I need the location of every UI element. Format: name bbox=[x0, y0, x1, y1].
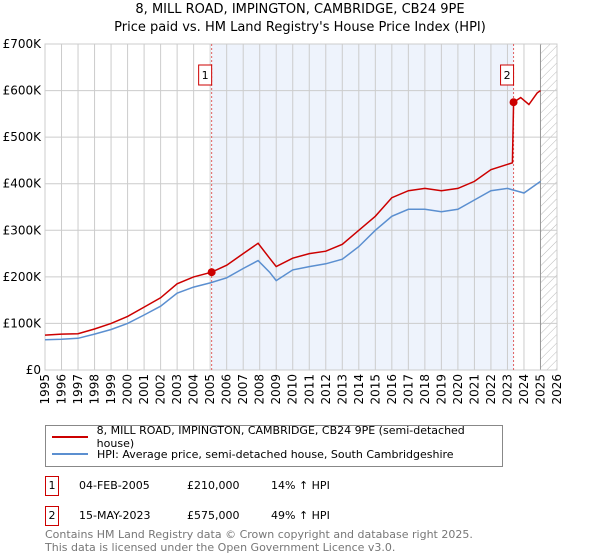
x-tick-label: 2007 bbox=[236, 374, 250, 405]
legend-label-hpi: HPI: Average price, semi-detached house,… bbox=[97, 447, 454, 461]
chart-subtitle: Price paid vs. HM Land Registry's House … bbox=[114, 20, 486, 35]
x-tick-label: 2014 bbox=[352, 374, 366, 405]
legend-swatch-property bbox=[52, 436, 88, 438]
y-tick-label: £200K bbox=[3, 270, 43, 284]
x-tick-label: 1995 bbox=[38, 374, 52, 405]
x-tick-label: 2006 bbox=[220, 374, 234, 405]
plot-frame bbox=[44, 43, 558, 371]
y-tick-label: £700K bbox=[3, 37, 43, 51]
y-tick-label: £600K bbox=[3, 84, 43, 98]
x-tick-label: 1998 bbox=[88, 374, 102, 405]
x-tick-label: 2023 bbox=[500, 374, 514, 405]
x-tick-label: 2013 bbox=[335, 374, 349, 405]
legend-swatch-hpi bbox=[52, 453, 88, 455]
transaction-price: £575,000 bbox=[187, 509, 240, 522]
transaction-row: 2 15-MAY-2023 £575,000 49% ↑ HPI bbox=[45, 506, 445, 526]
x-tick-label: 2026 bbox=[550, 374, 564, 405]
x-tick-label: 2012 bbox=[319, 374, 333, 405]
x-tick-label: 2022 bbox=[484, 374, 498, 405]
transaction-point bbox=[509, 98, 518, 107]
y-tick-label: £400K bbox=[3, 177, 43, 191]
x-tick-label: 2020 bbox=[451, 374, 465, 405]
x-tick-label: 1997 bbox=[71, 374, 85, 405]
y-tick-label: £500K bbox=[3, 130, 43, 144]
x-tick-label: 2002 bbox=[154, 374, 168, 405]
transaction-badge: 1 bbox=[45, 476, 59, 496]
x-tick-label: 2001 bbox=[137, 374, 151, 405]
chart-legend: 8, MILL ROAD, IMPINGTON, CAMBRIDGE, CB24… bbox=[45, 424, 503, 467]
x-tick-label: 2009 bbox=[269, 374, 283, 405]
x-tick-label: 2005 bbox=[203, 374, 217, 405]
y-tick-label: £0 bbox=[26, 363, 41, 377]
x-tick-label: 2025 bbox=[533, 374, 547, 405]
footer-line-2: This data is licensed under the Open Gov… bbox=[45, 541, 396, 554]
transaction-badge: 2 bbox=[45, 506, 59, 526]
annotation-label: 2 bbox=[504, 69, 511, 82]
transaction-hpi: 14% ↑ HPI bbox=[271, 479, 330, 492]
transaction-date: 04-FEB-2005 bbox=[79, 479, 150, 492]
transaction-date: 15-MAY-2023 bbox=[79, 509, 151, 522]
x-tick-label: 2018 bbox=[418, 374, 432, 405]
annotation-box bbox=[500, 64, 515, 86]
transaction-row: 1 04-FEB-2005 £210,000 14% ↑ HPI bbox=[45, 476, 445, 496]
annotation-box bbox=[198, 64, 213, 86]
footer-line-1: Contains HM Land Registry data © Crown c… bbox=[45, 528, 473, 541]
x-tick-label: 2008 bbox=[253, 374, 267, 405]
x-tick-label: 2015 bbox=[368, 374, 382, 405]
y-tick-label: £100K bbox=[3, 316, 43, 330]
x-tick-label: 1999 bbox=[104, 374, 118, 405]
transaction-price: £210,000 bbox=[187, 479, 240, 492]
x-tick-label: 2004 bbox=[187, 374, 201, 405]
x-tick-label: 2024 bbox=[517, 374, 531, 405]
x-tick-label: 2021 bbox=[467, 374, 481, 405]
x-tick-label: 2016 bbox=[385, 374, 399, 405]
annotation-label: 1 bbox=[202, 69, 209, 82]
transaction-point bbox=[207, 268, 216, 277]
x-tick-label: 2003 bbox=[170, 374, 184, 405]
shaded-region bbox=[211, 44, 514, 370]
x-tick-label: 2000 bbox=[121, 374, 135, 405]
chart-title: 8, MILL ROAD, IMPINGTON, CAMBRIDGE, CB24… bbox=[135, 2, 465, 17]
x-tick-label: 1996 bbox=[55, 374, 69, 405]
x-tick-label: 2019 bbox=[434, 374, 448, 405]
property-series-line bbox=[44, 89, 541, 336]
transaction-hpi: 49% ↑ HPI bbox=[271, 509, 330, 522]
footer: Contains HM Land Registry data © Crown c… bbox=[45, 528, 473, 554]
x-tick-label: 2010 bbox=[286, 374, 300, 405]
price-chart: 1995 1996 1997 1998 1999 2000 2001 2002 2003 2004… bbox=[3, 37, 564, 405]
legend-label-property: 8, MILL ROAD, IMPINGTON, CAMBRIDGE, CB24… bbox=[96, 424, 465, 450]
hpi-series-line bbox=[44, 180, 541, 341]
forecast-hatch bbox=[540, 44, 557, 370]
x-tick-label: 2011 bbox=[302, 374, 316, 405]
x-tick-label: 2017 bbox=[401, 374, 415, 405]
y-tick-label: £300K bbox=[3, 223, 43, 237]
